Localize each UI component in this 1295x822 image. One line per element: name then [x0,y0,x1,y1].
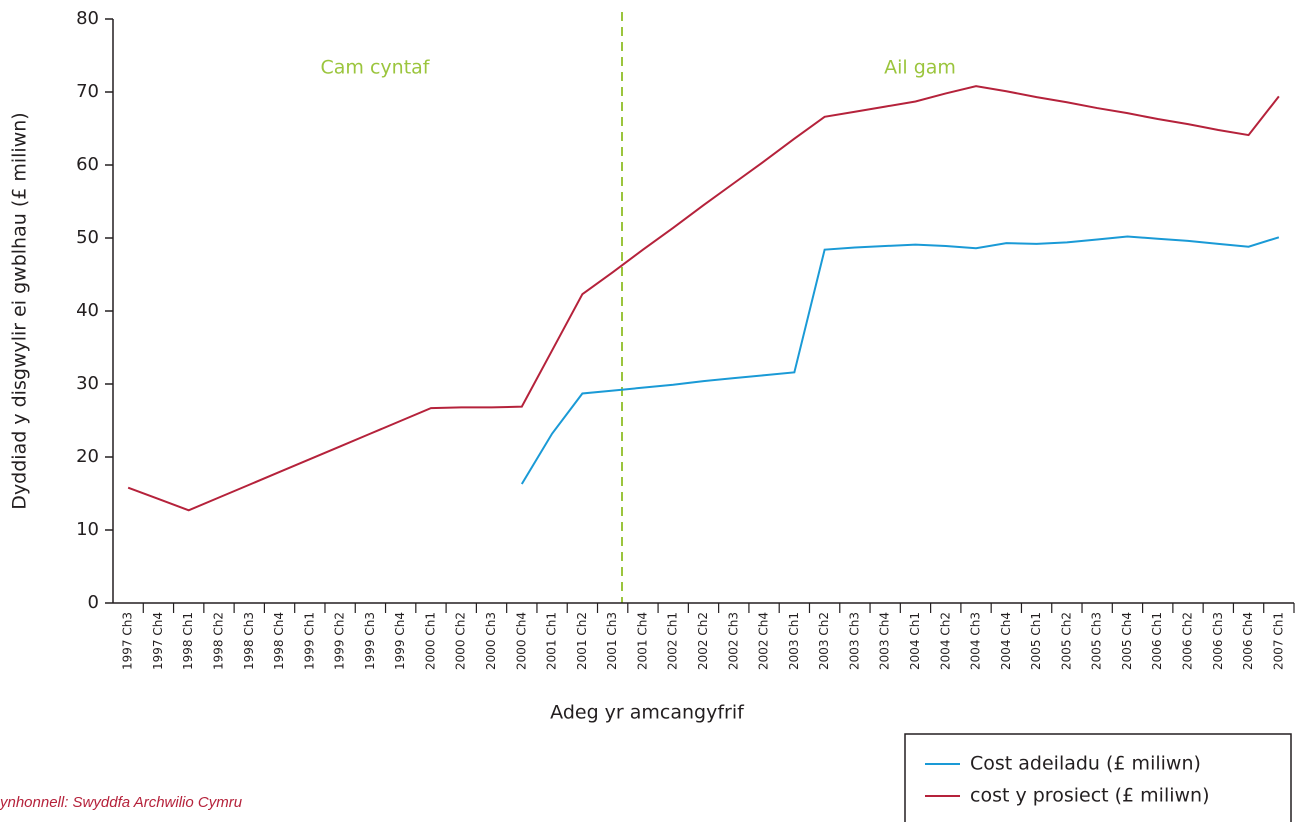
x-tick-label: 2003 Ch4 [878,612,892,670]
x-tick-label: 2003 Ch2 [817,612,831,670]
legend-box [904,733,1292,822]
x-tick-label: 2002 Ch4 [757,612,771,670]
x-tick-label: 2005 Ch4 [1120,612,1134,670]
x-tick-label: 1999 Ch3 [363,612,377,670]
x-tick-label: 2005 Ch2 [1059,612,1073,670]
y-axis-title: Dyddiad y disgwylir ei gwblhau (£ miliwn… [9,112,31,509]
x-tick-label: 1998 Ch3 [242,612,256,670]
x-tick-label: 1998 Ch2 [211,612,225,670]
y-tick-label: 50 [76,227,99,248]
data-line [127,85,1280,512]
x-tick-label: 1998 Ch4 [272,612,286,670]
x-tick-label: 2006 Ch3 [1211,612,1225,670]
y-tick-label: 20 [76,446,99,467]
annotation: Ail gam [884,57,956,79]
x-tick-label: 1997 Ch3 [121,612,135,670]
legend-label: cost y prosiect (£ miliwn) [970,785,1210,807]
x-tick-label: 2004 Ch1 [908,612,922,670]
y-tick-label: 70 [76,81,99,102]
x-tick-label: 2001 Ch1 [545,612,559,670]
x-tick-label: 2001 Ch2 [575,612,589,670]
x-tick-label: 2001 Ch3 [605,612,619,670]
x-tick-label: 2000 Ch2 [454,612,468,670]
source-note: ynhonnell: Swyddfa Archwilio Cymru [0,794,243,811]
x-tick-label: 2006 Ch4 [1241,612,1255,670]
x-tick-label: 2004 Ch2 [938,612,952,670]
x-tick-label: 2005 Ch1 [1029,612,1043,670]
x-tick-label: 2002 Ch3 [726,612,740,670]
x-tick-label: 2000 Ch4 [514,612,528,670]
x-axis-title: Adeg yr amcangyfrif [550,702,745,724]
y-tick-label: 10 [76,519,99,540]
y-tick-label: 30 [76,373,99,394]
x-tick-label: 2000 Ch1 [423,612,437,670]
x-tick-label: 2007 Ch1 [1271,612,1285,670]
x-tick-label: 2001 Ch4 [635,612,649,670]
x-tick-label: 2004 Ch4 [999,612,1013,670]
data-line [520,235,1280,485]
x-tick-label: 2006 Ch1 [1150,612,1164,670]
x-tick-label: 2003 Ch3 [847,612,861,670]
x-tick-label: 1997 Ch4 [151,612,165,670]
x-tick-label: 2000 Ch3 [484,612,498,670]
x-tick-label: 2004 Ch3 [969,612,983,670]
x-tick-label: 2002 Ch2 [696,612,710,670]
x-tick-label: 1999 Ch4 [393,612,407,670]
y-tick-label: 60 [76,154,99,175]
y-tick-label: 80 [76,8,99,29]
y-tick-label: 40 [76,300,99,321]
x-tick-label: 2002 Ch1 [666,612,680,670]
legend-label: Cost adeiladu (£ miliwn) [970,753,1201,775]
x-tick-label: 2003 Ch1 [787,612,801,670]
x-tick-label: 2006 Ch2 [1181,612,1195,670]
y-tick-label: 0 [88,592,99,613]
x-tick-label: 1999 Ch1 [302,612,316,670]
annotation: Cam cyntaf [321,57,431,79]
x-tick-label: 2005 Ch3 [1090,612,1104,670]
x-tick-label: 1998 Ch1 [181,612,195,670]
x-tick-label: 1999 Ch2 [333,612,347,670]
